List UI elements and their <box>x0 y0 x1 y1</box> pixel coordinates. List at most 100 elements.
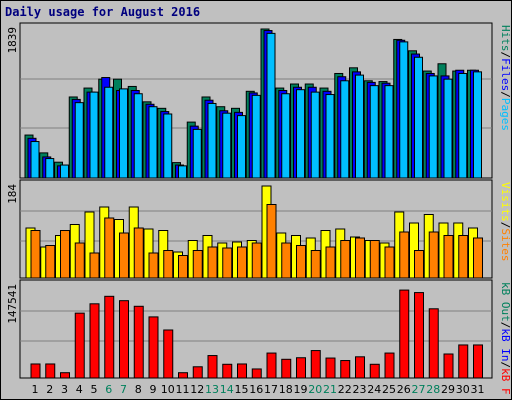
bar-pages <box>296 89 305 179</box>
legend-part: / <box>499 91 512 98</box>
x-tick-label: 7 <box>120 383 127 396</box>
bar-pages <box>414 56 423 179</box>
bar-sites <box>458 235 469 279</box>
legend-part: Pages <box>499 98 512 131</box>
x-tick-label: 21 <box>323 383 337 396</box>
bar-kb-f <box>281 358 292 379</box>
bar-kb-f <box>414 292 424 379</box>
x-tick-label: 23 <box>353 383 367 396</box>
x-tick-label: 19 <box>294 383 308 396</box>
bar-kb-f <box>60 372 70 379</box>
x-tick-label: 15 <box>235 383 249 396</box>
bar-kb-f <box>384 352 395 379</box>
bar-pages <box>266 32 276 179</box>
bar-sites <box>281 242 292 279</box>
bar-sites <box>325 246 336 279</box>
legend-part: kB F <box>499 368 512 395</box>
bar-pages <box>384 85 394 179</box>
y-max-label: 147541 <box>6 284 19 324</box>
y-max-label: 184 <box>6 184 19 204</box>
bar-kb-f <box>473 344 483 379</box>
bar-pages <box>89 91 99 179</box>
series-legend-label: Hits/Files/Pages <box>499 25 512 131</box>
bar-kb-f <box>222 363 233 379</box>
panel-pages-files-hits: 1839 Hits/Files/Pages <box>6 22 512 179</box>
bar-kb-f <box>148 316 159 379</box>
bar-pages <box>355 74 364 179</box>
x-tick-label: 24 <box>367 383 381 396</box>
series-legend-label: kB Out/kB In/kB F <box>499 282 512 395</box>
bar-sites <box>428 231 439 279</box>
bar-pages <box>207 102 217 179</box>
legend-part: Visits <box>499 182 512 222</box>
bar-pages <box>428 75 438 179</box>
bar-sites <box>251 242 262 279</box>
x-tick-label: 2 <box>46 383 53 396</box>
bar-sites <box>310 250 321 279</box>
bar-pages <box>74 102 84 179</box>
bar-sites <box>45 245 56 279</box>
x-tick-label: 13 <box>205 383 219 396</box>
bar-sites <box>355 237 365 279</box>
x-tick-label: 27 <box>412 383 426 396</box>
panel-kbytes: 147541 kB Out/kB In/kB F <box>6 279 512 395</box>
bar-pages <box>45 158 55 179</box>
bar-pages <box>133 93 143 179</box>
x-tick-label: 28 <box>426 383 440 396</box>
x-tick-label: 10 <box>161 383 175 396</box>
bar-pages <box>30 141 40 179</box>
bar-kb-f <box>340 360 351 379</box>
bar-kb-f <box>355 356 365 379</box>
bar-pages <box>119 88 128 179</box>
bar-sites <box>89 252 100 279</box>
bar-pages <box>104 86 114 179</box>
bar-sites <box>163 250 174 279</box>
x-tick-label: 22 <box>338 383 352 396</box>
bar-kb-f <box>207 355 218 379</box>
x-tick-label: 31 <box>471 383 485 396</box>
bar-pages <box>148 106 158 179</box>
bar-pages <box>369 85 379 179</box>
x-tick-label: 4 <box>76 383 83 396</box>
bar-pages <box>399 41 409 179</box>
legend-part: Files <box>499 58 512 91</box>
x-tick-label: 25 <box>382 383 396 396</box>
bar-sites <box>222 247 233 279</box>
series-legend-label: Visits/Sites <box>499 182 512 262</box>
y-max-label: 1839 <box>6 27 19 54</box>
bar-pages <box>281 93 291 179</box>
bar-kb-f <box>251 368 262 379</box>
bar-sites <box>443 235 454 279</box>
bar-sites <box>237 246 247 279</box>
legend-part: Sites <box>499 228 512 261</box>
x-tick-label: 12 <box>190 383 204 396</box>
bar-sites <box>369 240 380 279</box>
bar-kb-f <box>104 295 115 379</box>
bar-sites <box>384 246 395 279</box>
bar-pages <box>192 128 202 179</box>
bar-kb-f <box>30 363 41 379</box>
bar-pages <box>163 113 173 179</box>
legend-part: / <box>499 362 512 369</box>
bar-pages <box>443 78 453 179</box>
bar-kb-f <box>89 303 100 379</box>
bar-pages <box>310 91 320 179</box>
bar-kb-f <box>266 352 277 379</box>
bar-pages <box>178 165 187 179</box>
x-tick-label: 30 <box>456 383 470 396</box>
bar-pages <box>340 80 350 179</box>
x-tick-label: 1 <box>32 383 39 396</box>
legend-part: / <box>499 322 512 329</box>
x-tick-label: 29 <box>441 383 455 396</box>
x-tick-label: 8 <box>135 383 142 396</box>
bar-sites <box>399 231 410 279</box>
bar-pages <box>60 164 69 179</box>
legend-part: kB Out <box>499 282 512 322</box>
bar-sites <box>74 242 85 279</box>
x-tick-label: 14 <box>220 383 234 396</box>
bar-kb-f <box>74 312 85 379</box>
bar-sites <box>60 230 70 279</box>
bar-kb-f <box>428 308 439 379</box>
legend-part: kB In <box>499 328 512 361</box>
bar-sites <box>119 232 129 279</box>
